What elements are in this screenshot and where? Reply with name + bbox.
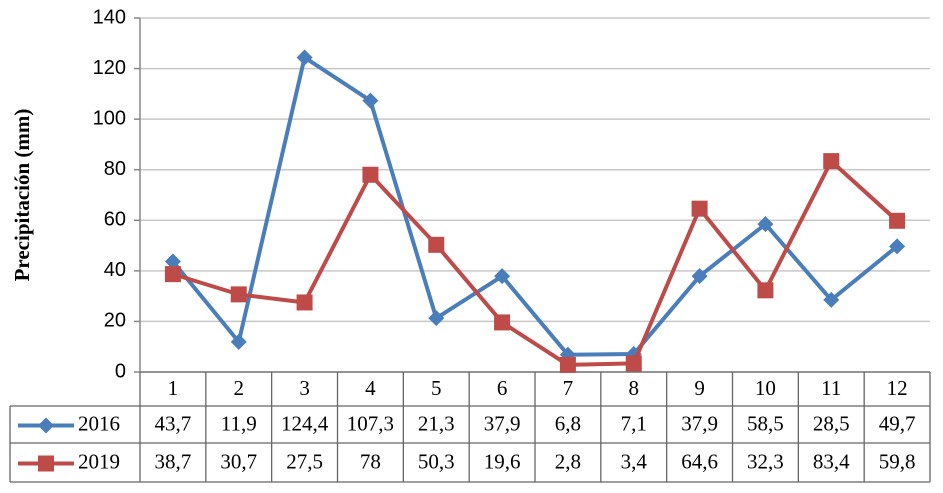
- table-value: 37,9: [681, 411, 718, 435]
- y-axis-title: Precipitación (mm): [10, 109, 34, 282]
- x-tick-label: 11: [821, 376, 841, 400]
- data-point: [296, 294, 313, 311]
- legend-marker: [38, 455, 54, 472]
- table-value: 43,7: [155, 411, 192, 435]
- table-value: 30,7: [220, 449, 257, 473]
- data-point: [889, 238, 906, 255]
- table-value: 21,3: [418, 411, 455, 435]
- x-tick-label: 10: [755, 376, 776, 400]
- table-value: 64,6: [681, 449, 718, 473]
- series-line: [171, 55, 899, 357]
- legend-marker: [38, 417, 54, 434]
- data-point: [428, 310, 445, 327]
- x-tick-label: 4: [365, 376, 376, 400]
- data-point: [625, 355, 642, 372]
- x-tick-label: 8: [629, 376, 640, 400]
- table-value: 38,7: [155, 449, 192, 473]
- x-tick-label: 5: [431, 376, 442, 400]
- data-point: [164, 253, 181, 270]
- y-tick-label: 140: [93, 6, 126, 28]
- table-value: 124,4: [281, 411, 329, 435]
- x-tick-label: 12: [887, 376, 908, 400]
- table-value: 59,8: [879, 449, 916, 473]
- y-tick-label: 120: [93, 57, 126, 79]
- data-point: [164, 266, 181, 283]
- table-value: 50,3: [418, 449, 455, 473]
- table-value: 27,5: [286, 449, 323, 473]
- data-point: [559, 356, 576, 373]
- data-point: [494, 314, 511, 331]
- y-tick-label: 0: [115, 360, 126, 382]
- series-line: [172, 159, 899, 367]
- x-tick-label: 9: [694, 376, 705, 400]
- table-value: 11,9: [221, 411, 257, 435]
- data-point: [296, 49, 313, 66]
- legend-label: 2016: [78, 411, 120, 435]
- data-point: [889, 212, 906, 229]
- x-tick-label: 7: [563, 376, 574, 400]
- table-value: 19,6: [484, 449, 521, 473]
- y-tick-label: 40: [104, 259, 126, 281]
- data-point: [691, 268, 708, 285]
- table-value: 49,7: [879, 411, 916, 435]
- y-tick-label: 80: [104, 158, 126, 180]
- table-value: 37,9: [484, 411, 521, 435]
- table-value: 7,1: [621, 411, 647, 435]
- data-point: [691, 200, 708, 217]
- table-value: 2,8: [555, 449, 581, 473]
- data-point: [230, 333, 247, 350]
- table-value: 58,5: [747, 411, 784, 435]
- table-value: 83,4: [813, 449, 850, 473]
- y-tick-label: 20: [104, 310, 126, 332]
- table-value: 6,8: [555, 411, 581, 435]
- data-point: [230, 286, 247, 303]
- x-tick-label: 3: [299, 376, 310, 400]
- data-point: [823, 291, 840, 308]
- table-value: 32,3: [747, 449, 784, 473]
- data-point: [757, 216, 774, 233]
- data-point: [362, 92, 379, 109]
- table-value: 107,3: [347, 411, 394, 435]
- table-value: 3,4: [621, 449, 648, 473]
- data-point: [494, 268, 511, 285]
- data-point: [757, 282, 774, 299]
- legend-label: 2019: [78, 449, 120, 473]
- data-point: [362, 166, 379, 183]
- data-point: [823, 153, 840, 170]
- x-tick-label: 6: [497, 376, 508, 400]
- x-tick-label: 2: [234, 376, 245, 400]
- y-tick-label: 100: [93, 107, 126, 129]
- y-tick-label: 60: [104, 209, 126, 231]
- table-value: 78: [360, 449, 381, 473]
- data-point: [428, 236, 445, 253]
- table-value: 28,5: [813, 411, 850, 435]
- x-tick-label: 1: [168, 376, 179, 400]
